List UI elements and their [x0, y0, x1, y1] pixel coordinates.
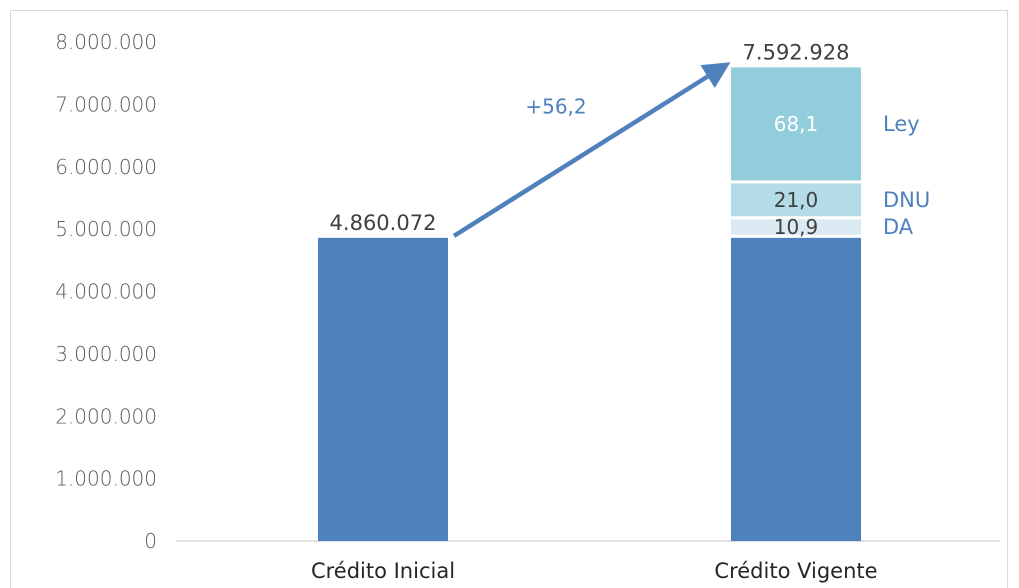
x-category-label: Crédito Vigente: [714, 559, 877, 583]
segment-label: 21,0: [774, 188, 819, 212]
y-tick-label: 6.000.000: [55, 155, 157, 179]
chart-frame: [10, 10, 1008, 588]
segment-legend-label: Ley: [883, 112, 920, 136]
y-tick-label: 2.000.000: [55, 404, 157, 428]
segment-label: 68,1: [774, 112, 819, 136]
y-tick-label: 0: [144, 529, 157, 553]
segment-label: 10,9: [774, 215, 819, 239]
growth-arrow: [452, 62, 731, 238]
y-tick-label: 1.000.000: [55, 467, 157, 491]
segment-bar: [731, 183, 861, 217]
bar-total-label: 7.592.928: [743, 40, 850, 64]
y-tick-label: 3.000.000: [55, 342, 157, 366]
growth-label: +56,2: [525, 95, 586, 119]
segment-bar: [731, 219, 861, 235]
labels: Crédito Inicial Crédito Vigente 10,9 DA 21,0…: [311, 40, 930, 583]
bars: [318, 62, 861, 541]
bar-total-label: 4.860.072: [330, 211, 437, 235]
base-bar: [318, 237, 448, 541]
segment-legend-label: DA: [883, 215, 914, 239]
segment-bar: [731, 67, 861, 181]
y-axis: 0 1.000.000 2.000.000 3.000.000 4.000.000 5.0…: [55, 30, 157, 553]
base-bar: [731, 237, 861, 541]
segment-legend-label: DNU: [883, 188, 930, 212]
y-tick-label: 7.000.000: [55, 92, 157, 116]
x-category-label: Crédito Inicial: [311, 559, 455, 583]
y-tick-label: 5.000.000: [55, 217, 157, 241]
y-tick-label: 4.000.000: [55, 280, 157, 304]
y-tick-label: 8.000.000: [55, 30, 157, 54]
